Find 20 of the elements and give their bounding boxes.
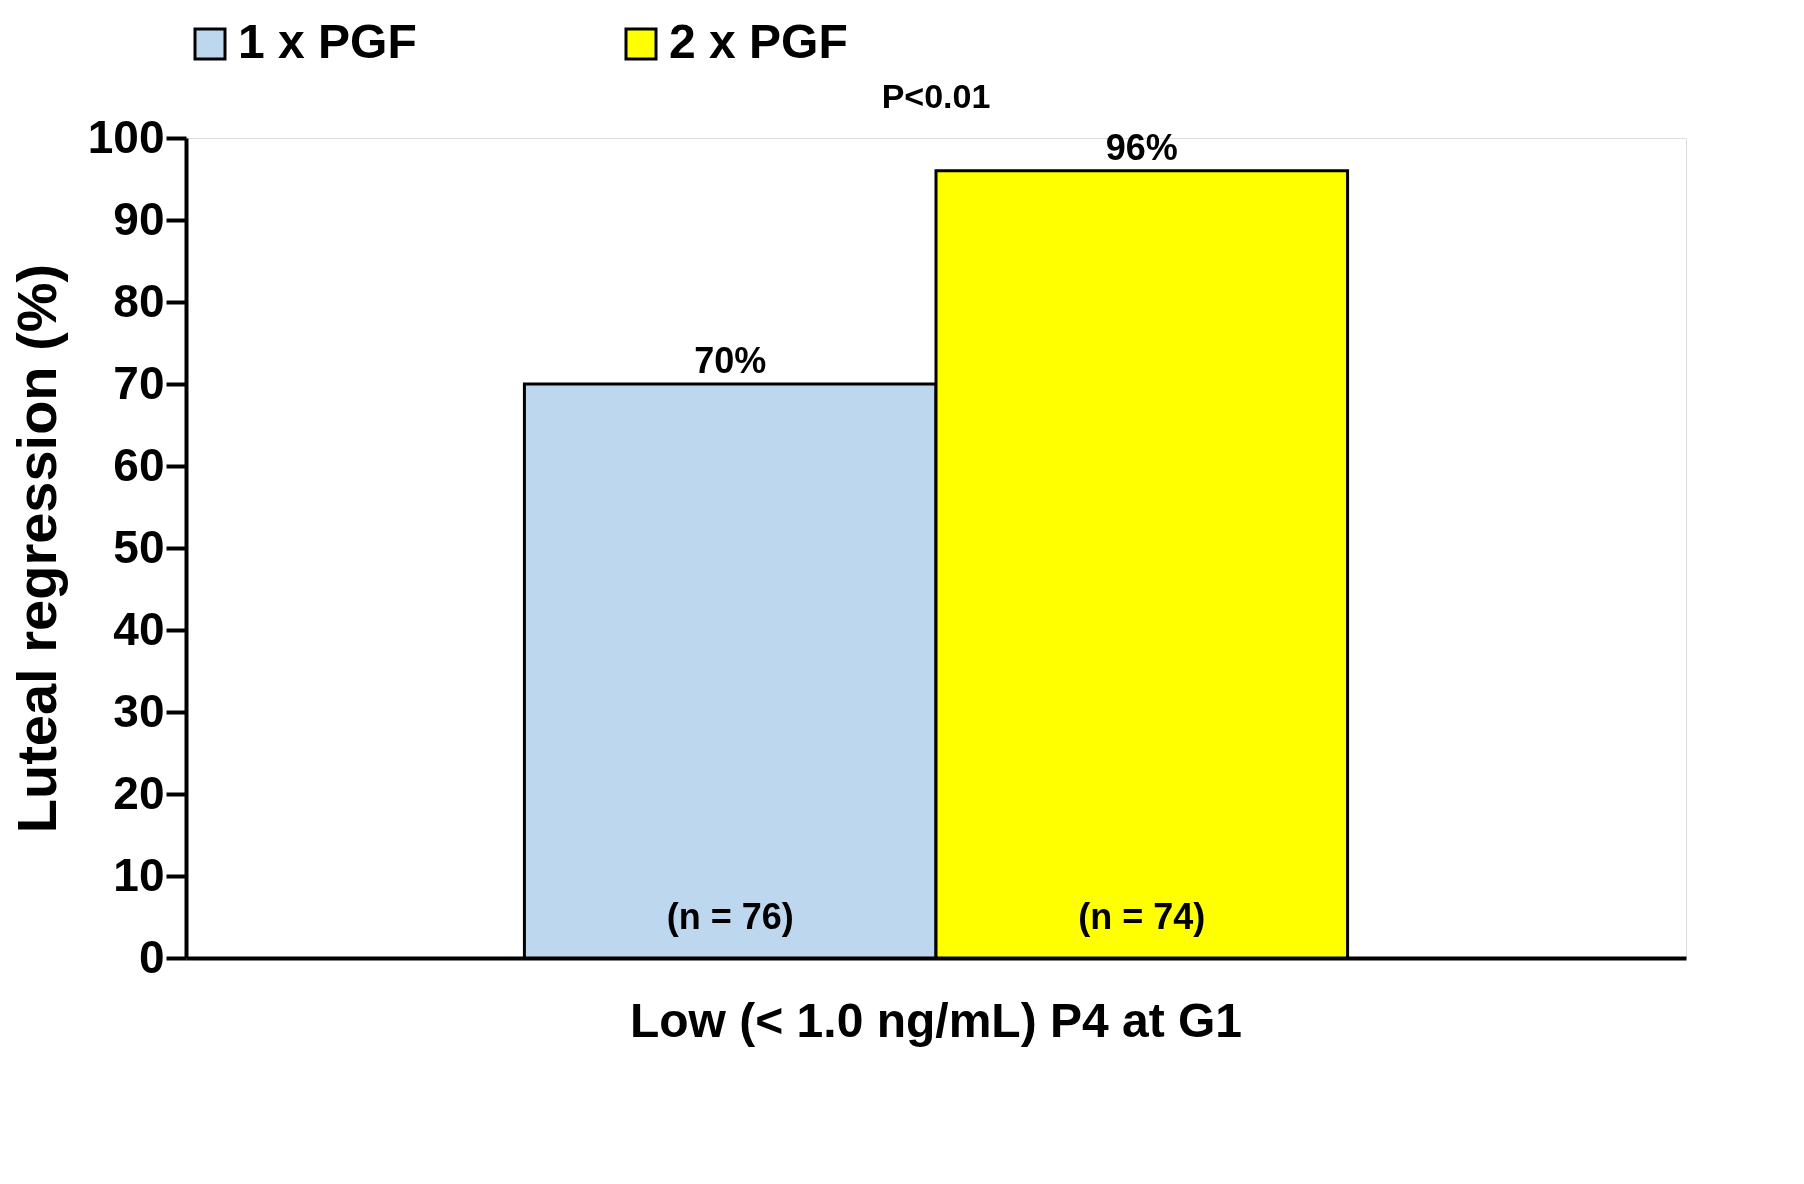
text: P<0.01 bbox=[881, 77, 991, 115]
y-tick-label: 20 bbox=[113, 766, 165, 819]
legend-label: 2 x PGF bbox=[669, 15, 848, 68]
annotation: (n = 74) bbox=[1078, 896, 1206, 937]
y-axis-title: Luteal regression (%) bbox=[4, 263, 68, 834]
y-tick-label: 50 bbox=[113, 520, 165, 573]
data-label: 70% bbox=[694, 340, 767, 381]
y-tick-label: 70 bbox=[113, 356, 165, 409]
y-tick-label: 100 bbox=[87, 110, 165, 163]
y-tick-label: 60 bbox=[113, 438, 165, 491]
y-tick-label: 30 bbox=[113, 684, 165, 737]
x-tick-label: Low (< 1.0 ng/mL) P4 at G1 bbox=[629, 993, 1243, 1047]
annotation: (n = 76) bbox=[666, 896, 794, 937]
y-tick-label: 90 bbox=[113, 192, 165, 245]
y-tick-label: 0 bbox=[138, 930, 165, 983]
legend-label: 1 x PGF bbox=[238, 15, 417, 68]
y-tick-label: 80 bbox=[113, 274, 165, 327]
y-tick-label: 10 bbox=[113, 848, 165, 901]
data-label: 96% bbox=[1105, 126, 1178, 168]
y-tick-label: 40 bbox=[113, 602, 165, 655]
